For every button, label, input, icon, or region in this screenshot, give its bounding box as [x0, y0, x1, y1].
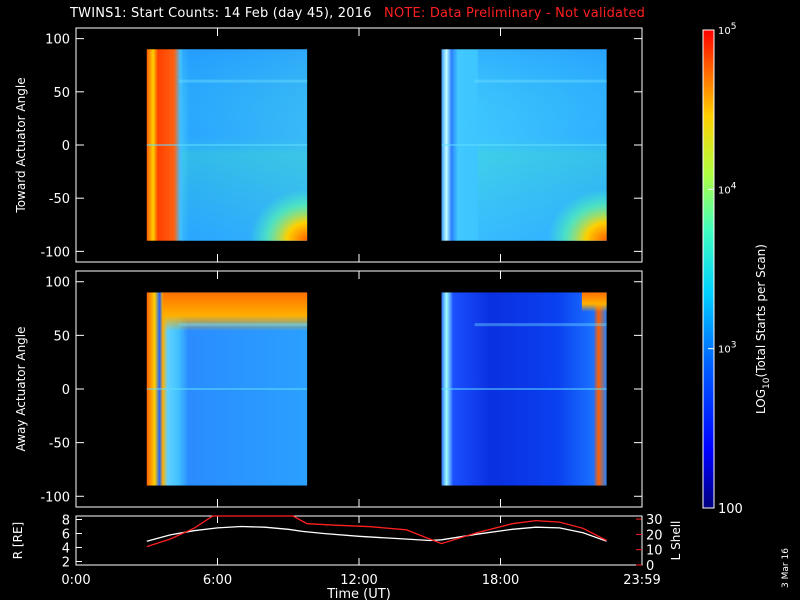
date-stamp: 3 Mar 16 — [781, 548, 791, 588]
lshell-tick-label: 30 — [646, 513, 663, 528]
lshell-tick-label: 0 — [646, 559, 654, 574]
title-main: TWINS1: Start Counts: 14 Feb (day 45), 2… — [70, 6, 372, 21]
colorbar-tick-label: 103 — [718, 341, 736, 356]
time-tick-label: 12:00 — [340, 573, 377, 588]
y-tick-label: 50 — [53, 86, 70, 101]
y-tick-label: 0 — [62, 139, 70, 154]
r-tick-label: 2 — [62, 556, 70, 571]
lshell-series-line — [146, 515, 607, 548]
time-tick-label: 0:00 — [61, 573, 90, 588]
y-tick-label: 0 — [62, 383, 70, 398]
y-axis-label: Toward Actuator Angle — [14, 77, 28, 213]
lshell-tick-label: 20 — [646, 528, 663, 543]
y-tick-label: -100 — [40, 490, 70, 505]
heatmap-top-band — [162, 292, 308, 332]
r-tick-label: 4 — [62, 542, 70, 557]
time-tick-label: 23:59 — [623, 573, 660, 588]
orbit-panel-frame — [75, 515, 643, 566]
y-tick-label: 50 — [53, 329, 70, 344]
lshell-axis-label: L Shell — [669, 521, 683, 561]
y-tick-label: 100 — [45, 33, 70, 48]
chart-title: TWINS1: Start Counts: 14 Feb (day 45), 2… — [70, 6, 645, 21]
colorbar-tick-label: 105 — [718, 22, 736, 37]
colorbar-label: LOG10(Total Starts per Scan) — [754, 244, 772, 414]
y-axis-label: Away Actuator Angle — [14, 326, 28, 451]
time-tick-label: 18:00 — [482, 573, 519, 588]
y-tick-label: -100 — [40, 245, 70, 260]
heatmap-hot-corner — [507, 154, 607, 241]
title-note: NOTE: Data Preliminary - Not validated — [384, 6, 646, 21]
time-axis-label: Time (UT) — [326, 587, 391, 600]
y-tick-label: -50 — [49, 437, 70, 452]
colorbar-tick-label: 104 — [718, 181, 737, 196]
r-tick-label: 6 — [62, 528, 70, 543]
colorbar — [702, 29, 715, 509]
lshell-tick-label: 10 — [646, 544, 663, 559]
r-tick-label: 8 — [62, 514, 70, 529]
heatmap-top-band — [581, 292, 607, 312]
colorbar-tick-label: 100 — [718, 502, 743, 517]
r-series-line — [146, 525, 607, 542]
time-tick-label: 6:00 — [203, 573, 232, 588]
y-tick-label: -50 — [49, 192, 70, 207]
r-axis-label: R [RE] — [11, 522, 25, 559]
y-tick-label: 100 — [45, 276, 70, 291]
heatmap-hot-corner — [210, 154, 308, 241]
